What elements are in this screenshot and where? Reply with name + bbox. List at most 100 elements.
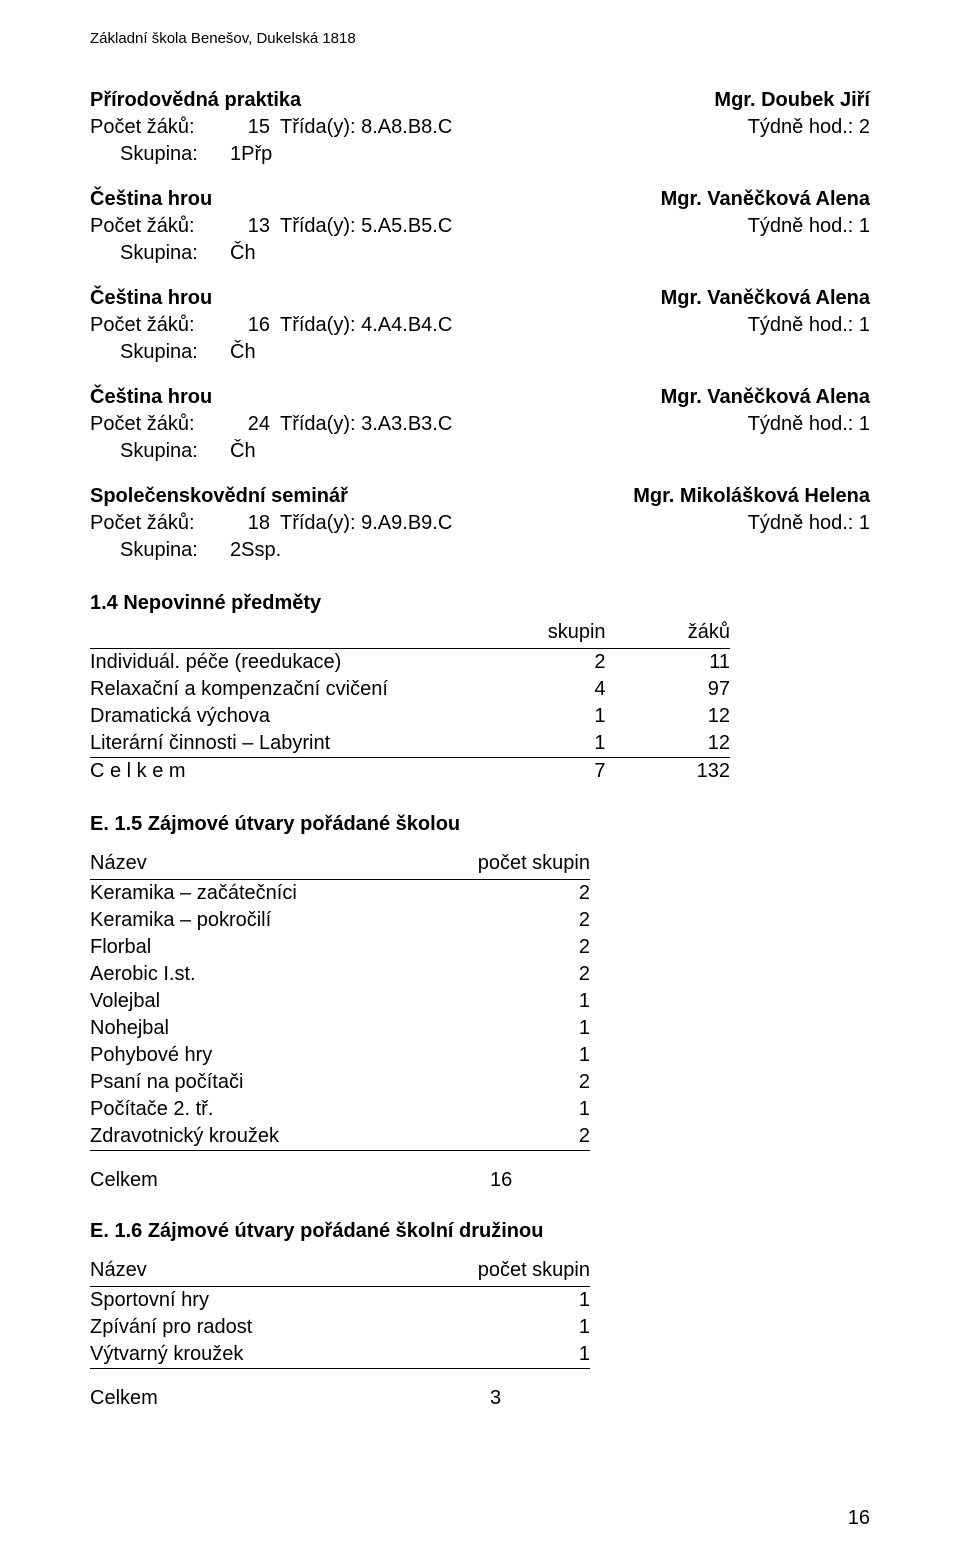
table-row: Aerobic I.st.2 (90, 961, 590, 988)
label-tydne-hod: Týdně hod.: 1 (748, 312, 870, 339)
label-trida: Třída(y): 9.A9.B9.C (280, 510, 530, 537)
cell-name: Individuál. péče (reedukace) (90, 649, 450, 677)
label-tydne-hod: Týdně hod.: 1 (748, 510, 870, 537)
cell-name: Zpívání pro radost (90, 1314, 450, 1341)
label-skupina: Skupina: (90, 339, 230, 366)
cell-name: Keramika – začátečníci (90, 880, 450, 908)
cell-name: Zdravotnický kroužek (90, 1123, 450, 1151)
label-pocet-zaku: Počet žáků: (90, 510, 230, 537)
cell-total-zaku: 132 (646, 758, 730, 786)
cell-zaku: 12 (646, 730, 730, 758)
section-1-6-heading: E. 1.6 Zájmové útvary pořádané školní dr… (90, 1220, 870, 1243)
value-skupina: Čh (230, 339, 256, 366)
subject-block: Přírodovědná praktikaMgr. Doubek JiříPoč… (90, 87, 870, 168)
value-skupina: Čh (230, 240, 256, 267)
label-pocet-zaku: Počet žáků: (90, 114, 230, 141)
cell-count: 1 (450, 1015, 590, 1042)
table-row-total: C e l k e m7132 (90, 758, 730, 786)
subject-teacher: Mgr. Doubek Jiří (714, 87, 870, 114)
cell-count: 1 (450, 1314, 590, 1341)
subject-block: Společenskovědní seminářMgr. Mikolášková… (90, 483, 870, 564)
subject-block: Čeština hrouMgr. Vaněčková AlenaPočet žá… (90, 384, 870, 465)
label-tydne-hod: Týdně hod.: 2 (748, 114, 870, 141)
cell-skupin: 2 (450, 649, 646, 677)
table-row: Pohybové hry1 (90, 1042, 590, 1069)
cell-name: Nohejbal (90, 1015, 450, 1042)
cell-name: Dramatická výchova (90, 703, 450, 730)
table-row: Zdravotnický kroužek2 (90, 1123, 590, 1151)
cell-zaku: 12 (646, 703, 730, 730)
col-blank (90, 619, 450, 649)
label-pocet-zaku: Počet žáků: (90, 213, 230, 240)
label-skupina: Skupina: (90, 438, 230, 465)
cell-count: 2 (450, 907, 590, 934)
subject-block: Čeština hrouMgr. Vaněčková AlenaPočet žá… (90, 186, 870, 267)
cell-name: Keramika – pokročilí (90, 907, 450, 934)
cell-count: 1 (450, 1096, 590, 1123)
col-skupin: skupin (450, 619, 646, 649)
value-pocet-zaku: 16 (230, 312, 280, 339)
label-tydne-hod: Týdně hod.: 1 (748, 411, 870, 438)
section-1-5-heading: E. 1.5 Zájmové útvary pořádané školou (90, 813, 870, 836)
cell-skupin: 1 (450, 703, 646, 730)
table-row: Keramika – pokročilí2 (90, 907, 590, 934)
value-pocet-zaku: 15 (230, 114, 280, 141)
label-skupina: Skupina: (90, 537, 230, 564)
cell-name: Výtvarný kroužek (90, 1341, 450, 1369)
subject-teacher: Mgr. Vaněčková Alena (661, 285, 870, 312)
page-number: 16 (848, 1507, 870, 1530)
label-skupina: Skupina: (90, 240, 230, 267)
subject-teacher: Mgr. Vaněčková Alena (661, 384, 870, 411)
subject-teacher: Mgr. Mikolášková Helena (633, 483, 870, 510)
label-trida: Třída(y): 8.A8.B8.C (280, 114, 530, 141)
table-zajmove-druzina: Název počet skupin Sportovní hry1Zpívání… (90, 1257, 590, 1369)
col-zaku: žáků (646, 619, 730, 649)
value-pocet-zaku: 24 (230, 411, 280, 438)
col-nazev-2: Název (90, 1257, 450, 1287)
table-row: Keramika – začátečníci2 (90, 880, 590, 908)
table-row: Volejbal1 (90, 988, 590, 1015)
cell-count: 2 (450, 934, 590, 961)
table-row: Literární činnosti – Labyrint112 (90, 730, 730, 758)
value-skupina: 2Ssp. (230, 537, 281, 564)
table-row: Individuál. péče (reedukace)211 (90, 649, 730, 677)
cell-count: 1 (450, 988, 590, 1015)
cell-count: 2 (450, 1123, 590, 1151)
total-16: Celkem 3 (90, 1387, 870, 1410)
cell-zaku: 11 (646, 649, 730, 677)
table-row: Dramatická výchova112 (90, 703, 730, 730)
table-row: Výtvarný kroužek1 (90, 1341, 590, 1369)
table-row: Zpívání pro radost1 (90, 1314, 590, 1341)
cell-name: Volejbal (90, 988, 450, 1015)
cell-name: Sportovní hry (90, 1287, 450, 1315)
label-trida: Třída(y): 3.A3.B3.C (280, 411, 530, 438)
label-trida: Třída(y): 5.A5.B5.C (280, 213, 530, 240)
cell-total-skupin: 7 (450, 758, 646, 786)
cell-count: 1 (450, 1042, 590, 1069)
col-pocet-skupin-2: počet skupin (450, 1257, 590, 1287)
label-trida: Třída(y): 4.A4.B4.C (280, 312, 530, 339)
table-zajmove-skola: Název počet skupin Keramika – začátečníc… (90, 850, 590, 1151)
col-nazev: Název (90, 850, 450, 880)
table-row: Florbal2 (90, 934, 590, 961)
label-tydne-hod: Týdně hod.: 1 (748, 213, 870, 240)
subject-teacher: Mgr. Vaněčková Alena (661, 186, 870, 213)
page-header: Základní škola Benešov, Dukelská 1818 (90, 30, 870, 47)
table-row: Sportovní hry1 (90, 1287, 590, 1315)
cell-count: 2 (450, 961, 590, 988)
table-row: Počítače 2. tř.1 (90, 1096, 590, 1123)
subject-title: Čeština hrou (90, 285, 212, 312)
section-1-4-heading: 1.4 Nepovinné předměty (90, 592, 870, 615)
cell-count: 2 (450, 1069, 590, 1096)
total-16-label: Celkem (90, 1387, 490, 1410)
label-skupina: Skupina: (90, 141, 230, 168)
cell-count: 1 (450, 1341, 590, 1369)
cell-zaku: 97 (646, 676, 730, 703)
cell-name: Relaxační a kompenzační cvičení (90, 676, 450, 703)
col-pocet-skupin: počet skupin (450, 850, 590, 880)
table-row: Relaxační a kompenzační cvičení497 (90, 676, 730, 703)
cell-name: Literární činnosti – Labyrint (90, 730, 450, 758)
value-skupina: Čh (230, 438, 256, 465)
total-15-value: 16 (490, 1169, 512, 1192)
cell-name: Aerobic I.st. (90, 961, 450, 988)
